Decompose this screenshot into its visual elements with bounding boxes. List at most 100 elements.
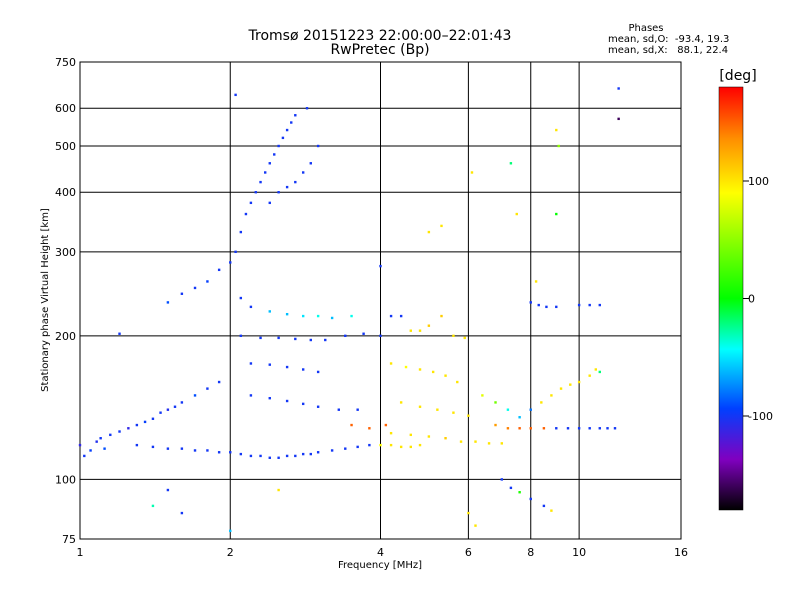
data-point: [418, 443, 422, 447]
data-point: [617, 87, 620, 90]
data-point: [135, 443, 139, 447]
data-point: [463, 336, 466, 340]
data-point: [500, 478, 504, 481]
data-point: [301, 452, 305, 456]
data-point: [151, 504, 155, 508]
data-point: [534, 280, 538, 283]
data-point: [537, 303, 540, 307]
data-point: [330, 449, 334, 452]
y-tick-label: 750: [55, 56, 76, 69]
data-point: [606, 427, 609, 430]
data-point: [452, 334, 455, 338]
data-point: [294, 180, 297, 184]
data-point: [569, 383, 572, 386]
y-tick-label: 500: [55, 140, 76, 153]
data-point: [316, 144, 320, 148]
y-axis-label: Stationary phase Virtual Height [km]: [40, 208, 51, 392]
data-point: [268, 396, 271, 400]
data-point: [239, 230, 243, 234]
data-point: [273, 153, 276, 156]
data-point: [418, 405, 422, 408]
x-tick-label: 10: [572, 546, 586, 559]
data-point: [234, 250, 237, 254]
data-point: [239, 296, 243, 300]
data-point: [529, 301, 532, 304]
data-point: [285, 454, 289, 458]
data-point: [418, 329, 422, 332]
data-point: [268, 162, 271, 165]
data-point: [557, 144, 560, 148]
data-point: [456, 380, 459, 384]
data-point: [259, 336, 262, 340]
data-point: [399, 445, 403, 449]
data-point: [305, 107, 309, 110]
grid-lines: [79, 61, 682, 540]
data-point: [173, 405, 177, 408]
data-point: [518, 427, 521, 430]
data-point: [268, 201, 271, 205]
data-point: [277, 488, 280, 492]
legend-line-o: mean, sd,O: -93.4, 19.3: [608, 34, 729, 45]
data-point: [268, 363, 271, 366]
data-point: [290, 121, 293, 124]
data-point: [588, 427, 591, 430]
data-point: [309, 338, 312, 342]
data-point: [268, 456, 271, 459]
data-point: [151, 445, 155, 449]
data-point: [577, 303, 581, 307]
data-point: [301, 314, 305, 318]
data-point: [109, 433, 112, 437]
data-points: [78, 87, 620, 533]
data-point: [95, 440, 98, 443]
y-tick-label: 300: [55, 246, 76, 259]
data-point: [229, 261, 232, 264]
chart-subtitle: RwPretec (Bp): [330, 42, 429, 58]
data-point: [509, 162, 513, 165]
data-point: [529, 427, 532, 430]
data-point: [143, 420, 147, 424]
data-point: [566, 427, 570, 430]
data-point: [281, 136, 285, 140]
data-point: [506, 427, 510, 430]
data-point: [506, 408, 510, 411]
data-point: [249, 454, 253, 458]
data-point: [285, 312, 289, 316]
data-point: [431, 370, 435, 374]
data-point: [277, 191, 280, 194]
data-point: [249, 201, 253, 205]
colorbar-ticks: 100 0 -100: [743, 175, 773, 423]
data-point: [118, 332, 121, 335]
data-point: [470, 171, 474, 174]
data-point: [529, 497, 532, 501]
data-point: [577, 380, 581, 384]
x-tick-labels: 1 2 4 6 8 10 16: [77, 546, 689, 559]
data-point: [294, 454, 297, 458]
data-point: [409, 329, 412, 332]
data-point: [166, 488, 170, 492]
data-point: [362, 332, 365, 335]
data-point: [344, 447, 347, 450]
y-tick-label: 100: [55, 473, 76, 486]
data-point: [285, 185, 289, 189]
data-point: [389, 362, 393, 365]
data-point: [337, 408, 341, 411]
data-point: [494, 423, 497, 427]
data-point: [350, 423, 353, 427]
data-point: [324, 338, 327, 342]
data-point: [384, 423, 388, 427]
data-point: [78, 443, 82, 447]
data-point: [294, 114, 297, 117]
data-point: [389, 314, 393, 318]
data-point: [598, 427, 601, 430]
data-point: [89, 449, 92, 452]
data-point: [301, 171, 305, 174]
data-point: [427, 324, 431, 327]
data-point: [277, 336, 280, 340]
data-point: [217, 380, 221, 384]
data-point: [309, 162, 312, 165]
data-point: [229, 529, 232, 533]
data-point: [379, 334, 382, 338]
data-point: [379, 264, 382, 268]
data-point: [309, 452, 312, 456]
